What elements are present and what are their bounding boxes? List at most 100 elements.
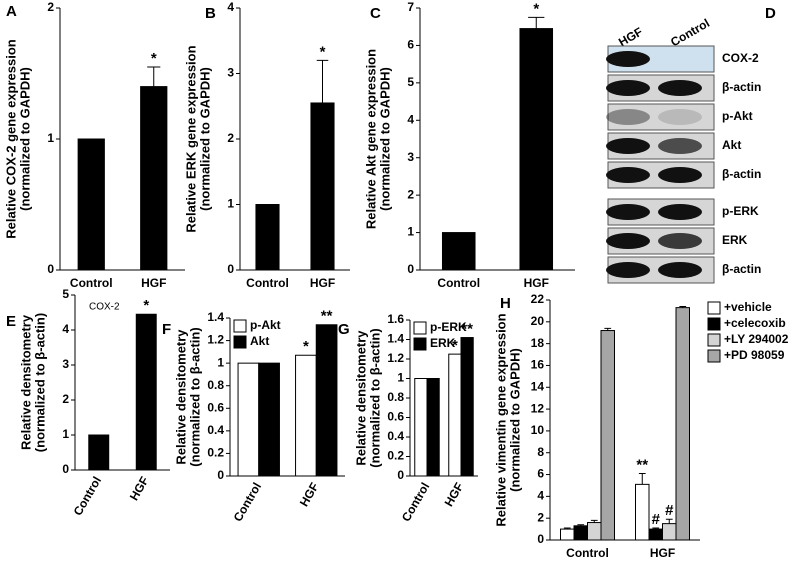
- y-tick-label: 8: [537, 445, 544, 459]
- blot-band: [658, 262, 702, 278]
- panel-note: COX-2: [89, 302, 120, 313]
- significance-mark: **: [321, 308, 333, 325]
- legend-label: p-Akt: [250, 318, 281, 332]
- bar: [448, 353, 462, 477]
- y-tick-label: 3: [407, 150, 414, 164]
- bar: [441, 232, 476, 271]
- y-tick-label: 10: [531, 423, 545, 437]
- error-bar: [638, 472, 646, 485]
- x-tick-label: Control: [399, 480, 432, 524]
- bar: [315, 324, 338, 477]
- significance-mark: #: [652, 511, 661, 528]
- y-tick-label: 1.4: [387, 332, 404, 346]
- legend-swatch: [707, 317, 721, 331]
- y-tick-label: 0: [227, 262, 234, 276]
- blot-band: [606, 138, 650, 154]
- error-bar: [652, 527, 660, 530]
- significance-mark: **: [461, 321, 473, 338]
- panel-label: F: [162, 321, 171, 338]
- bar: [587, 522, 602, 541]
- y-axis-label: Relative Akt gene expression: [363, 49, 378, 229]
- y-tick-label: 3: [62, 357, 69, 371]
- blot-band: [658, 80, 702, 96]
- y-tick-label: 0: [407, 262, 414, 276]
- error-bar: [563, 527, 571, 530]
- bar: [460, 337, 474, 477]
- y-tick-label: 18: [531, 336, 545, 350]
- y-tick-label: 14: [531, 379, 545, 393]
- legend-swatch: [233, 335, 247, 349]
- error-bar: [665, 518, 673, 524]
- y-tick-label: 2: [47, 0, 54, 14]
- y-axis-label: (normalized to β-actin): [187, 327, 202, 466]
- significance-mark: *: [320, 43, 326, 60]
- y-tick-label: 4: [407, 112, 414, 126]
- blot-band: [606, 80, 650, 96]
- legend-label: +PD 98059: [724, 348, 785, 362]
- y-tick-label: 1.4: [207, 310, 224, 324]
- y-tick-label: 0.2: [387, 449, 404, 463]
- bar: [648, 528, 663, 541]
- bar: [414, 378, 428, 477]
- blot-band: [658, 167, 702, 183]
- panel-label: G: [338, 321, 350, 338]
- bar: [295, 354, 317, 477]
- y-tick-label: 2: [407, 187, 414, 201]
- error-bar: [528, 16, 545, 29]
- blot-band: [658, 204, 702, 220]
- y-tick-label: 3: [227, 66, 234, 80]
- bar: [140, 86, 168, 271]
- y-tick-label: 5: [62, 287, 69, 301]
- blot-strip: [607, 103, 715, 131]
- blot-band: [606, 204, 650, 220]
- bar: [662, 523, 677, 541]
- y-axis-label: (normalized to GAPDH): [507, 348, 522, 492]
- y-axis-label: Relative densitometry: [173, 329, 188, 465]
- blot-band: [658, 233, 702, 249]
- panel-label: A: [6, 3, 17, 20]
- error-bar: [316, 59, 329, 103]
- bar: [675, 307, 690, 541]
- blot-band: [606, 262, 650, 278]
- x-tick-label: HGF: [442, 480, 467, 509]
- blot-band: [606, 109, 650, 125]
- y-tick-label: 0.4: [387, 429, 404, 443]
- x-tick-label: HGF: [297, 480, 322, 509]
- bar: [573, 525, 588, 541]
- y-tick-label: 0.8: [387, 390, 404, 404]
- y-tick-label: 6: [537, 467, 544, 481]
- significance-mark: *: [533, 0, 539, 17]
- y-axis-label: Relative densitometry: [18, 314, 33, 450]
- y-tick-label: 1: [47, 131, 54, 145]
- bar: [635, 483, 650, 541]
- y-tick-label: 1: [407, 225, 414, 239]
- y-tick-label: 4: [227, 0, 234, 14]
- x-tick-label: Control: [71, 474, 104, 518]
- blot-row-label: β-actin: [722, 167, 761, 181]
- bar: [255, 204, 280, 271]
- legend-swatch: [413, 321, 427, 335]
- panel-label: H: [500, 295, 511, 312]
- bar: [426, 378, 440, 477]
- blot-band: [606, 51, 650, 67]
- blot-band: [606, 233, 650, 249]
- legend-label: Akt: [250, 334, 269, 348]
- blot-row-label: p-ERK: [722, 204, 759, 218]
- error-bar: [679, 306, 687, 308]
- y-tick-label: 1.6: [387, 312, 404, 326]
- error-bar: [604, 327, 612, 331]
- blot-row-label: COX-2: [722, 51, 759, 65]
- legend-label: p-ERK: [430, 320, 467, 334]
- error-bar: [577, 524, 585, 526]
- y-axis-label: Relative ERK gene expression: [183, 45, 198, 232]
- y-tick-label: 22: [531, 292, 545, 306]
- bar: [258, 362, 280, 477]
- y-axis-label: (normalized to β-actin): [367, 328, 382, 467]
- panel-label: C: [370, 5, 381, 22]
- legend-swatch: [707, 333, 721, 347]
- blot-band: [658, 109, 702, 125]
- blot-band: [658, 138, 702, 154]
- legend-swatch: [413, 337, 427, 351]
- blot-row-label: β-actin: [722, 262, 761, 276]
